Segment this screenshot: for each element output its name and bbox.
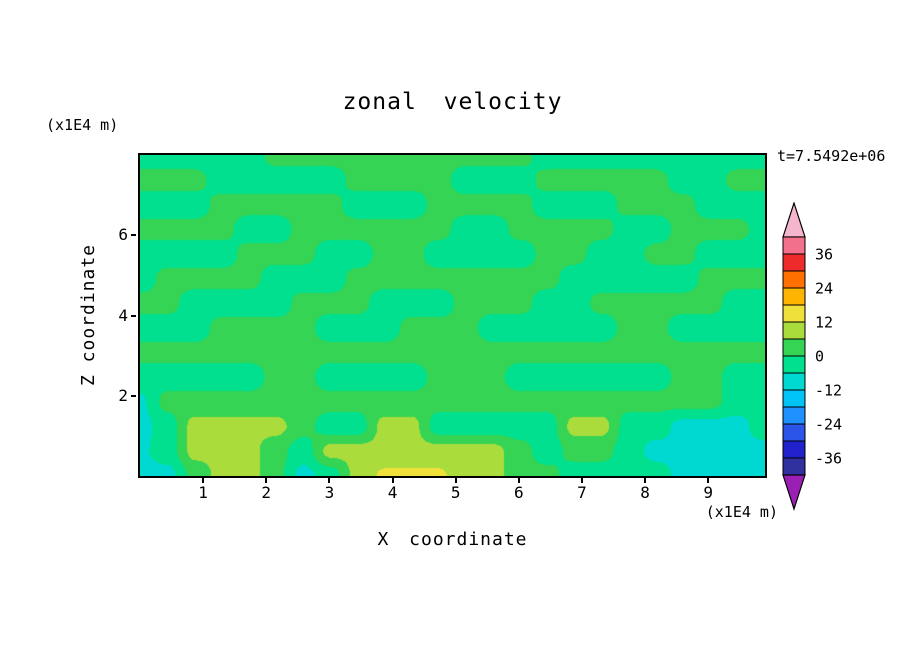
colorbar-tick-label: 0 bbox=[815, 348, 824, 366]
y-tick-label: 6 bbox=[118, 225, 128, 245]
colorbar-band bbox=[782, 304, 806, 323]
y-tick-mark bbox=[131, 314, 136, 317]
colorbar-band bbox=[782, 270, 806, 289]
x-tick-label: 7 bbox=[577, 483, 587, 502]
y-tick-mark bbox=[131, 234, 136, 237]
y-tick-label: 2 bbox=[118, 385, 128, 405]
colorbar-band bbox=[782, 253, 806, 272]
x-tick-mark bbox=[328, 478, 331, 483]
x-tick-label: 8 bbox=[640, 483, 650, 502]
colorbar-tick-label: 24 bbox=[815, 280, 833, 298]
x-tick-mark bbox=[517, 478, 520, 483]
colorbar-tick-label: 12 bbox=[815, 314, 833, 332]
x-tick-mark bbox=[644, 478, 647, 483]
x-tick-label: 3 bbox=[324, 483, 335, 502]
colorbar-band bbox=[782, 236, 806, 255]
x-tick-mark bbox=[454, 478, 457, 483]
colorbar-tick-label: -36 bbox=[815, 450, 842, 468]
colorbar-tick-label: 36 bbox=[815, 246, 833, 264]
colorbar-tick-label: -12 bbox=[815, 382, 842, 400]
x-axis-unit-label: (x1E4 m) bbox=[705, 503, 778, 521]
colorbar: 36 24 12 0 -12 -24 -36 bbox=[782, 202, 842, 511]
colorbar-band bbox=[782, 406, 806, 425]
x-tick-label: 2 bbox=[261, 483, 272, 502]
colorbar-band bbox=[782, 389, 806, 408]
colorbar-band bbox=[782, 372, 806, 391]
colorbar-band bbox=[782, 287, 806, 306]
x-tick-label: 6 bbox=[513, 483, 524, 502]
x-tick-label: 9 bbox=[703, 483, 713, 502]
colorbar-arrow-over bbox=[782, 202, 806, 238]
colorbar-band bbox=[782, 457, 806, 476]
x-tick-mark bbox=[265, 478, 268, 483]
x-tick-mark bbox=[580, 478, 583, 483]
x-tick-label: 1 bbox=[198, 483, 208, 502]
contour-field-canvas bbox=[140, 155, 765, 476]
colorbar-band bbox=[782, 338, 806, 357]
chart-title: zonal velocity bbox=[342, 89, 563, 115]
colorbar-band bbox=[782, 355, 806, 374]
colorbar-tick-label: -24 bbox=[815, 416, 842, 434]
x-tick-mark bbox=[707, 478, 710, 483]
y-tick-label: 4 bbox=[118, 305, 128, 325]
colorbar-band bbox=[782, 423, 806, 442]
time-annotation: t=7.5492e+06 bbox=[777, 147, 886, 165]
colorbar-arrow-under bbox=[782, 474, 806, 511]
x-tick-label: 5 bbox=[450, 483, 461, 502]
x-tick-mark bbox=[202, 478, 205, 483]
x-tick-mark bbox=[391, 478, 394, 483]
colorbar-band bbox=[782, 440, 806, 459]
y-axis-unit-label: (x1E4 m) bbox=[46, 116, 119, 134]
x-tick-label: 4 bbox=[387, 483, 398, 502]
plot-frame bbox=[138, 153, 767, 478]
colorbar-band bbox=[782, 321, 806, 340]
x-axis-title: X coordinate bbox=[377, 529, 528, 550]
y-tick-mark bbox=[131, 394, 136, 397]
